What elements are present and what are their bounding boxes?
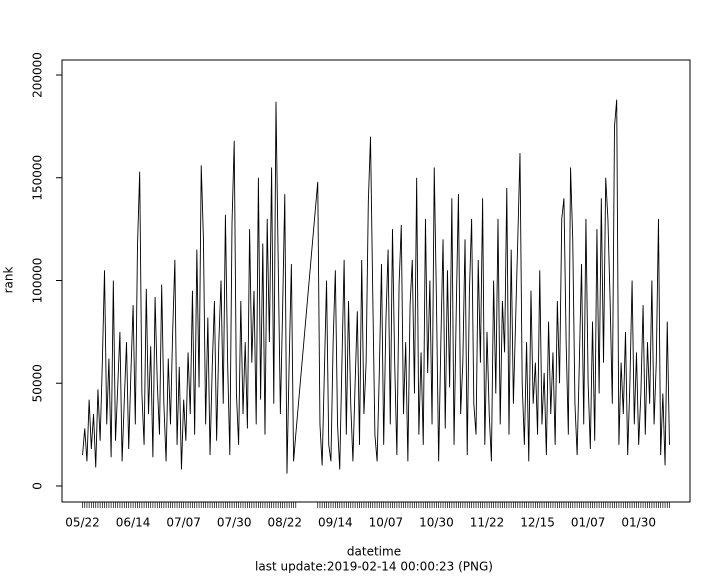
x-tick-label: 01/30 xyxy=(621,516,656,530)
y-tick-label: 0 xyxy=(31,482,45,490)
x-tick-label: 09/14 xyxy=(318,516,353,530)
x-tick-label: 12/15 xyxy=(520,516,555,530)
x-tick-label: 06/14 xyxy=(116,516,151,530)
y-axis-title: rank xyxy=(2,267,16,294)
y-tick-label: 100000 xyxy=(31,258,45,304)
x-axis-title: datetime xyxy=(347,545,401,559)
y-tick-label: 200000 xyxy=(31,52,45,98)
y-tick-label: 150000 xyxy=(31,155,45,201)
x-tick-label: 10/07 xyxy=(369,516,404,530)
plot-box xyxy=(61,59,691,503)
x-tick-label: 05/22 xyxy=(65,516,100,530)
subtitle: last update:2019-02-14 00:00:23 (PNG) xyxy=(255,560,493,574)
y-tick-label: 50000 xyxy=(31,364,45,402)
x-tick-label: 01/07 xyxy=(571,516,606,530)
x-tick-label: 11/22 xyxy=(470,516,505,530)
x-tick-label: 07/30 xyxy=(217,516,252,530)
data-line xyxy=(82,99,670,474)
x-tick-label: 10/30 xyxy=(419,516,454,530)
x-tick-label: 07/07 xyxy=(166,516,201,530)
x-tick-label: 08/22 xyxy=(267,516,302,530)
